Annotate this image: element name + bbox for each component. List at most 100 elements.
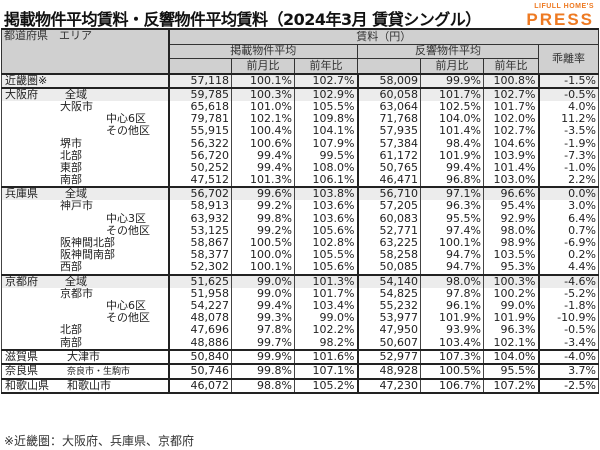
cell-inq-mom: 101.7% xyxy=(420,86,484,101)
cell-inq-yoy: 103.5% xyxy=(483,249,539,262)
cell-inq: 52,977 xyxy=(356,348,421,364)
header-rent-group: 賃料（円） xyxy=(167,28,600,45)
cell-listed-yoy: 101.7% xyxy=(294,287,358,300)
cell-listed-mom: 100.1% xyxy=(231,261,295,275)
cell-listed-mom: 99.3% xyxy=(231,312,295,325)
logo-line2: PRESS xyxy=(526,10,594,29)
cell-gap: 0.7% xyxy=(537,224,600,237)
cell-inq: 71,768 xyxy=(356,113,421,126)
header-listed-mom: 前月比 xyxy=(231,58,295,74)
cell-inq-yoy: 100.3% xyxy=(483,273,539,288)
cell-gap: 11.2% xyxy=(537,113,600,126)
cell-listed-yoy: 102.7% xyxy=(294,72,358,88)
cell-inq-yoy: 101.9% xyxy=(483,312,539,325)
cell-inq-mom: 101.4% xyxy=(420,125,484,138)
cell-gap: 0.2% xyxy=(537,249,600,262)
cell-inq: 63,064 xyxy=(356,100,421,114)
cell-inq: 50,085 xyxy=(356,261,421,275)
cell-gap: -6.9% xyxy=(537,236,600,250)
row-label: 阪神間北部 xyxy=(1,236,170,250)
table-row: 中心6区 79,781 102.1% 109.8% 71,768 104.0% 102.0%… xyxy=(1,113,600,126)
prefecture-name: 京都府 xyxy=(5,274,38,288)
cell-listed-mom: 99.2% xyxy=(231,224,295,237)
table-row: 中心3区 63,932 99.8% 103.6% 60,083 95.5% 92.9% 6.4… xyxy=(1,212,600,225)
cell-listed-yoy: 101.3% xyxy=(294,273,358,288)
table-row: 神戸市 58,913 99.2% 103.6% 57,205 96.3% 95.4% 3.0% xyxy=(1,200,600,213)
cell-gap: 6.4% xyxy=(537,212,600,225)
cell-listed: 52,302 xyxy=(168,261,232,275)
cell-inq-mom: 94.7% xyxy=(420,249,484,262)
row-label: その他区 xyxy=(1,125,170,138)
cell-inq: 56,710 xyxy=(356,186,421,201)
cell-inq-mom: 100.1% xyxy=(420,236,484,250)
cell-inq-mom: 93.9% xyxy=(420,324,484,337)
cell-inq-yoy: 101.4% xyxy=(483,161,539,174)
cell-gap: -0.5% xyxy=(537,86,600,101)
cell-listed-mom: 99.4% xyxy=(231,149,295,162)
cell-gap: -1.9% xyxy=(537,137,600,150)
cell-inq-mom: 96.8% xyxy=(420,174,484,188)
cell-inq-yoy: 102.1% xyxy=(483,336,539,350)
table-row: 北部 47,696 97.8% 102.2% 47,950 93.9% 96.3% -0.5% xyxy=(1,324,600,337)
cell-gap: -1.5% xyxy=(537,72,600,88)
cell-listed: 63,932 xyxy=(168,212,232,225)
cell-gap: -2.5% xyxy=(537,377,600,395)
cell-listed-yoy: 106.1% xyxy=(294,174,358,188)
row-label: その他区 xyxy=(1,312,170,325)
cell-listed: 57,118 xyxy=(168,72,232,88)
cell-listed: 51,958 xyxy=(168,287,232,300)
cell-inq-yoy: 95.3% xyxy=(483,261,539,275)
table-row: 奈良県 奈良市・生駒市 50,746 99.8% 107.1% 48,928 100.5% 9… xyxy=(1,362,600,379)
lifull-press-logo: LIFULL HOME'S PRESS xyxy=(526,3,594,28)
row-label: 中心6区 xyxy=(1,113,170,126)
cell-gap: -7.3% xyxy=(537,149,600,162)
row-label: 滋賀県 大津市 xyxy=(1,348,170,364)
cell-inq: 61,172 xyxy=(356,149,421,162)
cell-listed: 48,078 xyxy=(168,312,232,325)
cell-listed-yoy: 107.9% xyxy=(294,137,358,150)
row-label: 南部 xyxy=(1,174,170,188)
cell-listed-yoy: 107.1% xyxy=(294,362,358,379)
cell-gap: -4.0% xyxy=(537,348,600,364)
cell-inq: 52,771 xyxy=(356,224,421,237)
cell-listed-yoy: 101.6% xyxy=(294,348,358,364)
cell-listed-yoy: 104.1% xyxy=(294,125,358,138)
cell-listed-yoy: 105.2% xyxy=(294,377,358,395)
cell-listed: 53,125 xyxy=(168,224,232,237)
cell-listed-mom: 99.6% xyxy=(231,186,295,201)
cell-gap: 3.7% xyxy=(537,362,600,379)
area-name: 奈良市・生駒市 xyxy=(67,366,131,377)
cell-inq: 63,225 xyxy=(356,236,421,250)
cell-inq-yoy: 102.0% xyxy=(483,113,539,126)
cell-listed: 56,322 xyxy=(168,137,232,150)
cell-inq-mom: 95.5% xyxy=(420,212,484,225)
cell-inq: 48,928 xyxy=(356,362,421,379)
cell-inq-mom: 102.5% xyxy=(420,100,484,114)
cell-listed-yoy: 103.6% xyxy=(294,212,358,225)
cell-inq: 60,058 xyxy=(356,86,421,101)
cell-inq-mom: 99.9% xyxy=(420,72,484,88)
table-row: 東部 50,252 99.4% 108.0% 50,765 99.4% 101.4% -1.0… xyxy=(1,161,600,174)
cell-listed: 51,625 xyxy=(168,273,232,288)
table-row: 堺市 56,322 100.6% 107.9% 57,384 98.4% 104.6% -1.… xyxy=(1,137,600,150)
cell-inq-mom: 101.9% xyxy=(420,149,484,162)
cell-listed-yoy: 102.2% xyxy=(294,324,358,337)
page-title: 掲載物件平均賃料・反響物件平均賃料（2024年3月 賃貸シングル） xyxy=(4,10,481,29)
row-label: 京都府 全域 xyxy=(1,273,170,288)
cell-listed: 56,720 xyxy=(168,149,232,162)
cell-listed: 58,377 xyxy=(168,249,232,262)
row-label: 兵庫県 全域 xyxy=(1,186,170,201)
cell-listed-yoy: 103.8% xyxy=(294,186,358,201)
cell-inq-yoy: 107.2% xyxy=(483,377,539,395)
cell-gap: -4.6% xyxy=(537,273,600,288)
cell-listed: 54,227 xyxy=(168,299,232,313)
cell-inq-mom: 96.1% xyxy=(420,299,484,313)
cell-inq: 54,140 xyxy=(356,273,421,288)
cell-listed: 59,785 xyxy=(168,86,232,101)
table-row: 阪神間北部 58,867 100.5% 102.8% 63,225 100.1% 98.9%… xyxy=(1,236,600,250)
cell-inq: 54,825 xyxy=(356,287,421,300)
cell-inq-mom: 106.7% xyxy=(420,377,484,395)
cell-listed-yoy: 109.8% xyxy=(294,113,358,126)
header-inquiry-avg: 反響物件平均 xyxy=(357,43,539,59)
cell-listed-mom: 102.1% xyxy=(231,113,295,126)
